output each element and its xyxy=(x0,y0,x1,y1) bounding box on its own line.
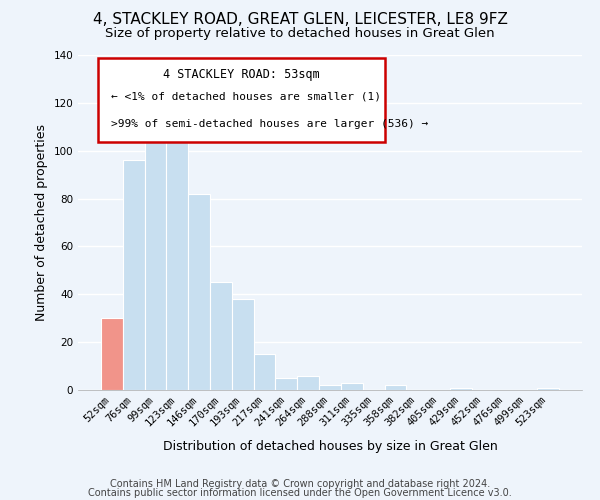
Bar xyxy=(297,376,319,390)
FancyBboxPatch shape xyxy=(98,58,385,142)
Text: >99% of semi-detached houses are larger (536) →: >99% of semi-detached houses are larger … xyxy=(111,118,428,128)
Bar xyxy=(254,354,275,390)
Text: Contains HM Land Registry data © Crown copyright and database right 2024.: Contains HM Land Registry data © Crown c… xyxy=(110,479,490,489)
Bar xyxy=(275,378,297,390)
Text: 4 STACKLEY ROAD: 53sqm: 4 STACKLEY ROAD: 53sqm xyxy=(163,68,320,82)
Bar xyxy=(341,383,363,390)
Text: ← <1% of detached houses are smaller (1): ← <1% of detached houses are smaller (1) xyxy=(111,92,381,102)
Bar xyxy=(450,388,472,390)
Bar xyxy=(232,299,254,390)
Bar xyxy=(385,385,406,390)
Text: 4, STACKLEY ROAD, GREAT GLEN, LEICESTER, LE8 9FZ: 4, STACKLEY ROAD, GREAT GLEN, LEICESTER,… xyxy=(92,12,508,28)
Bar xyxy=(319,385,341,390)
Bar xyxy=(123,160,145,390)
X-axis label: Distribution of detached houses by size in Great Glen: Distribution of detached houses by size … xyxy=(163,440,497,452)
Bar xyxy=(101,318,123,390)
Bar xyxy=(166,127,188,390)
Y-axis label: Number of detached properties: Number of detached properties xyxy=(35,124,48,321)
Text: Contains public sector information licensed under the Open Government Licence v3: Contains public sector information licen… xyxy=(88,488,512,498)
Bar xyxy=(537,388,559,390)
Bar xyxy=(210,282,232,390)
Bar xyxy=(188,194,210,390)
Text: Size of property relative to detached houses in Great Glen: Size of property relative to detached ho… xyxy=(105,28,495,40)
Bar xyxy=(145,134,166,390)
